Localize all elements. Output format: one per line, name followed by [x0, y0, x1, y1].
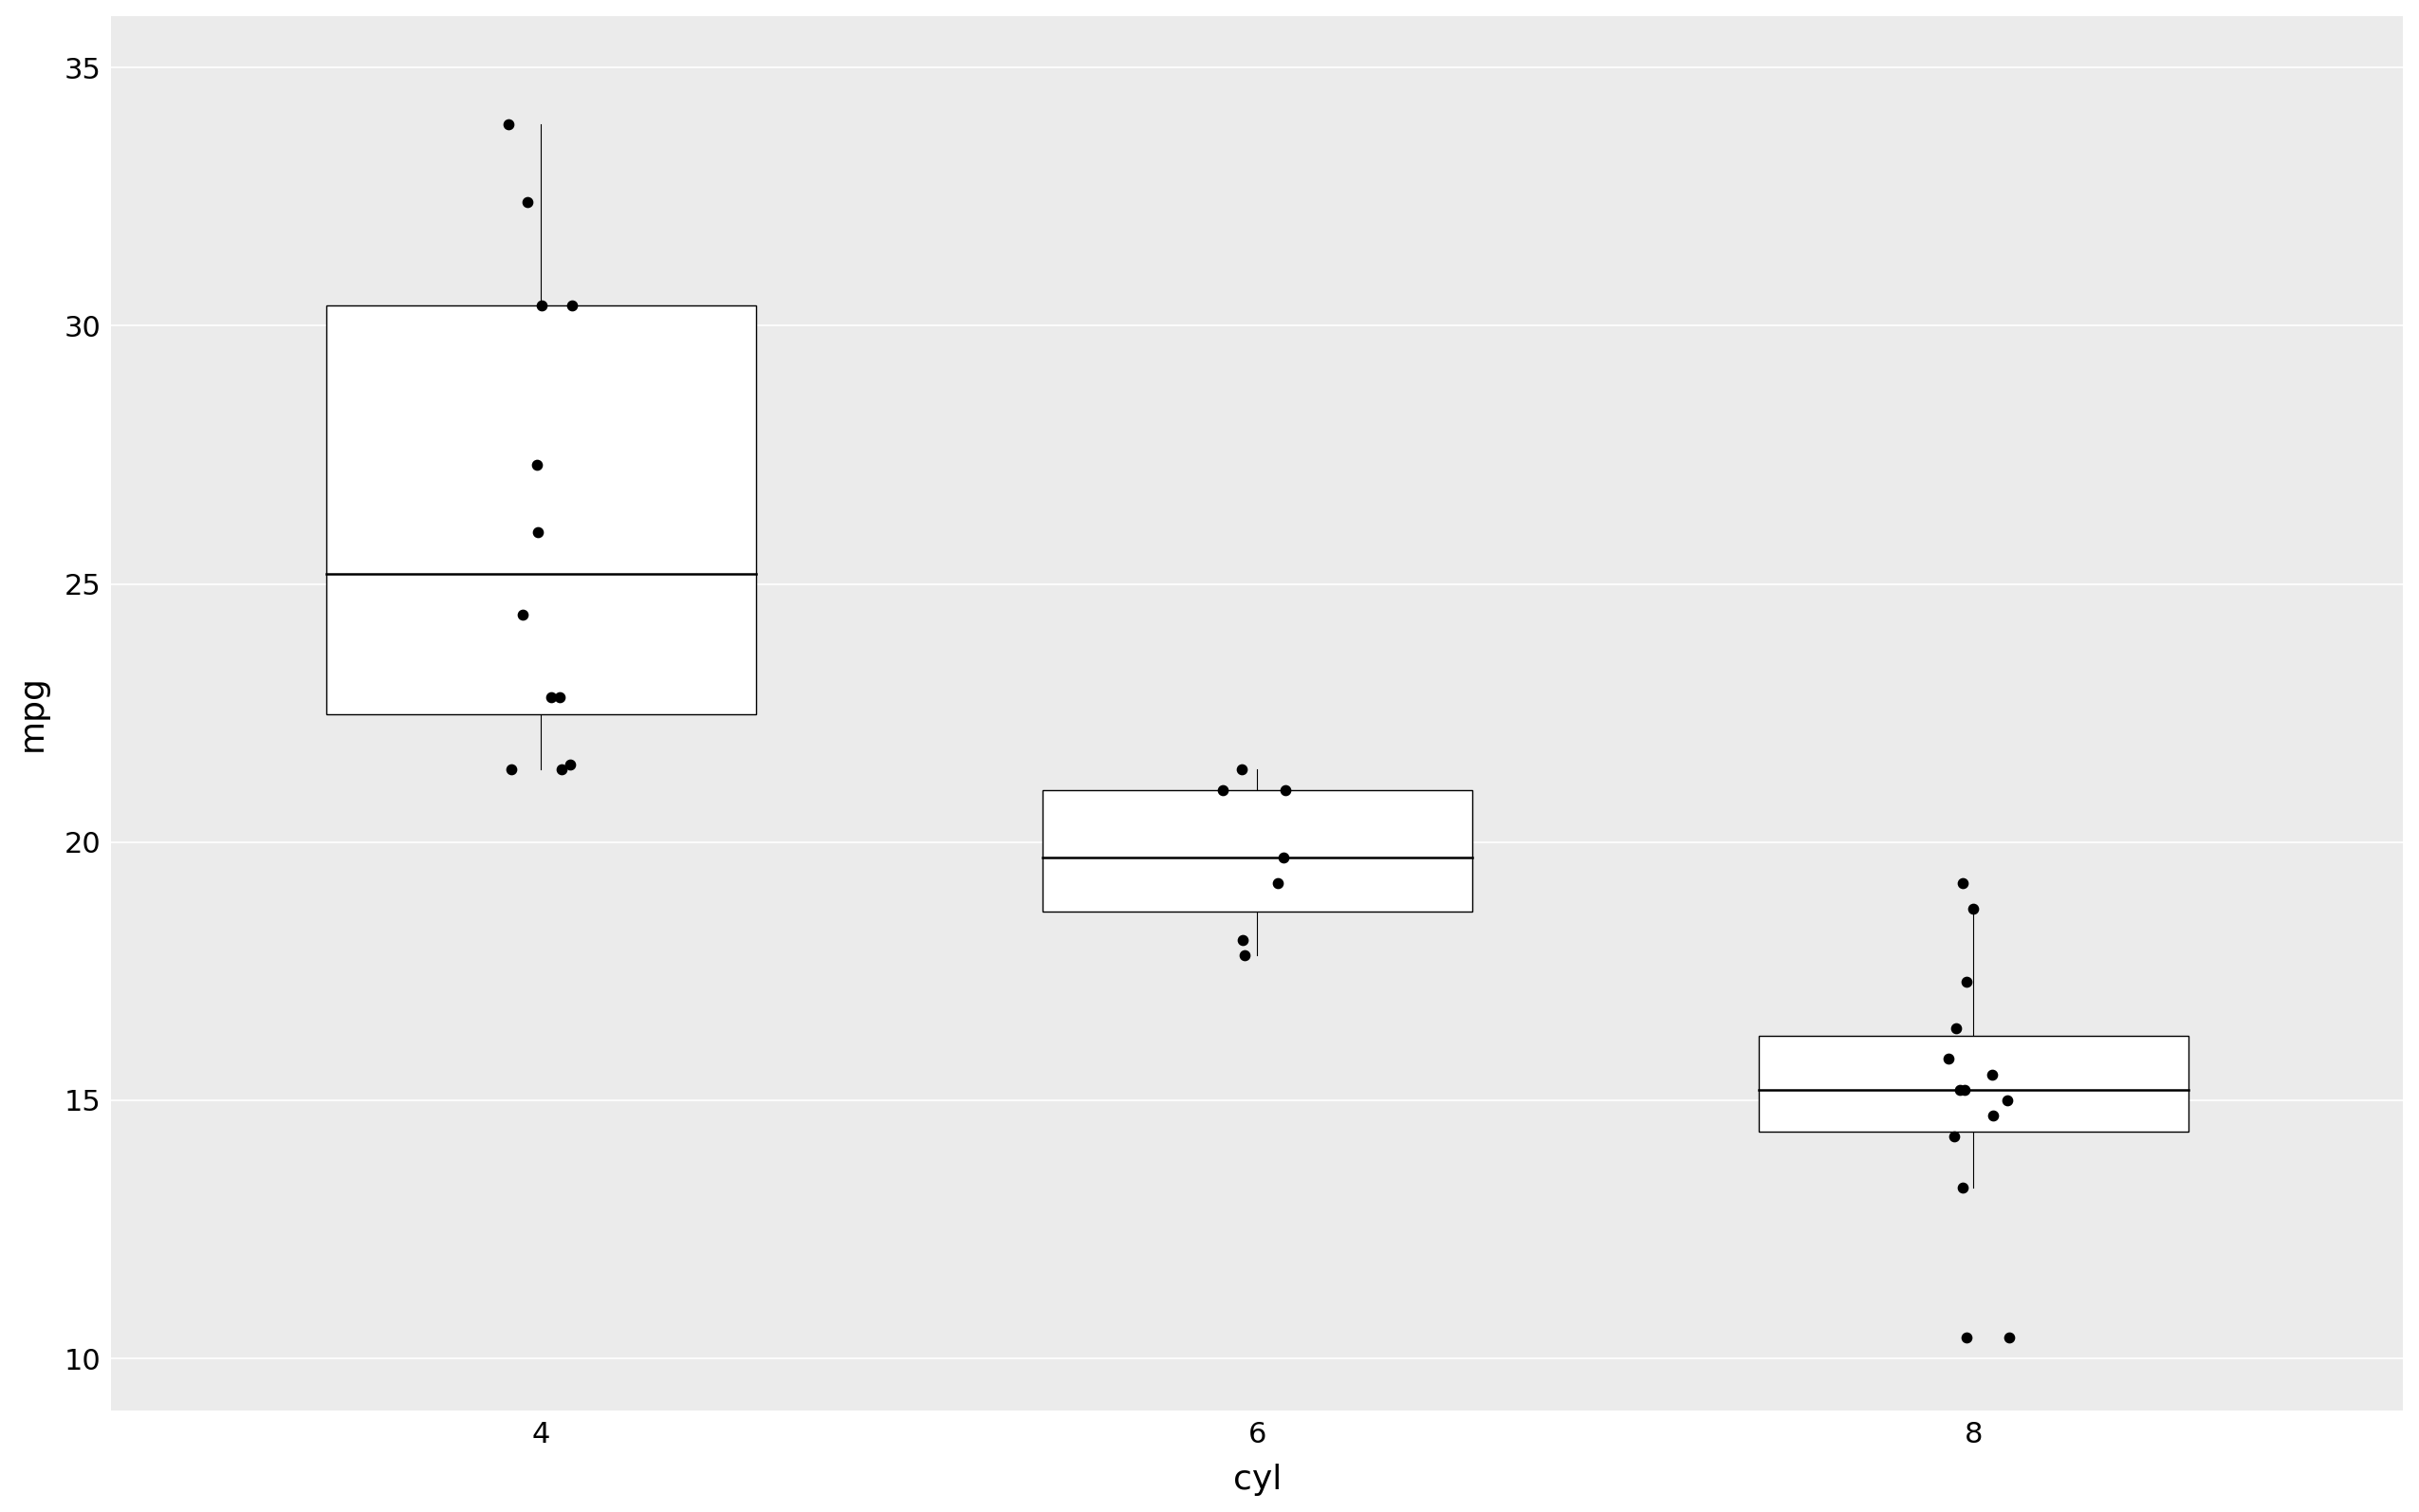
Point — [1940, 1078, 1979, 1102]
Point — [503, 603, 542, 627]
Bar — [1759, 1036, 2189, 1131]
Point — [1928, 1046, 1967, 1070]
Point — [1942, 871, 1981, 895]
Point — [1258, 871, 1297, 895]
Point — [491, 758, 530, 782]
Bar — [1043, 791, 1473, 912]
Point — [1938, 1016, 1976, 1040]
Point — [523, 293, 561, 318]
Point — [1947, 1326, 1986, 1350]
Point — [1222, 758, 1260, 782]
Point — [1974, 1063, 2013, 1087]
Bar — [327, 305, 755, 714]
Point — [1942, 1176, 1981, 1201]
Point — [1974, 1104, 2013, 1128]
Point — [518, 520, 556, 544]
Point — [1202, 779, 1241, 803]
Point — [518, 454, 556, 478]
Point — [1991, 1326, 2030, 1350]
X-axis label: cyl: cyl — [1234, 1464, 1282, 1497]
Point — [1265, 845, 1304, 869]
Point — [1988, 1089, 2027, 1113]
Point — [1224, 928, 1263, 953]
Point — [539, 685, 578, 709]
Point — [542, 758, 581, 782]
Point — [1935, 1125, 1974, 1149]
Point — [532, 685, 571, 709]
Point — [508, 189, 547, 213]
Y-axis label: mpg: mpg — [17, 674, 48, 751]
Point — [489, 112, 527, 136]
Point — [1226, 943, 1265, 968]
Point — [1955, 897, 1993, 921]
Point — [1947, 969, 1986, 993]
Point — [552, 753, 590, 777]
Point — [1945, 1078, 1984, 1102]
Point — [554, 293, 593, 318]
Point — [1265, 779, 1304, 803]
